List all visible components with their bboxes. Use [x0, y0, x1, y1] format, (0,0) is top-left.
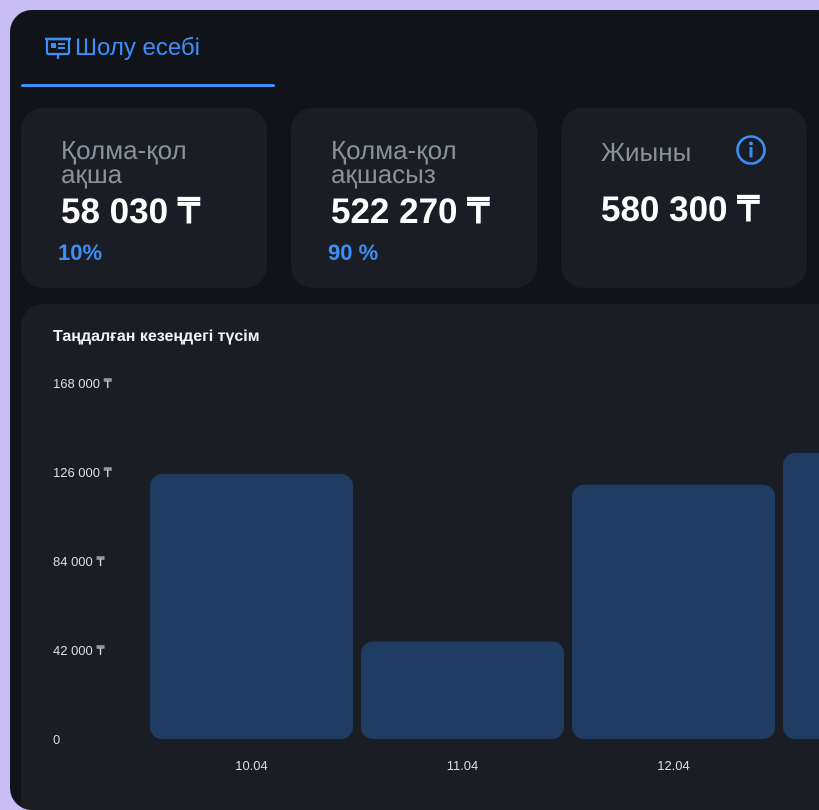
- tab-overview-report[interactable]: Шолу есебі: [21, 10, 275, 86]
- y-tick-label: 126 000 ₸: [53, 465, 113, 480]
- total-card: Жиыны 580 300 ₸: [561, 108, 807, 288]
- revenue-chart-panel: Таңдалған кезеңдегі түсім 168 000 ₸ 126 0…: [21, 304, 819, 810]
- revenue-bar-chart: 168 000 ₸ 126 000 ₸ 84 000 ₸ 42 000 ₸ 0 10.04…: [53, 376, 819, 773]
- x-tick-label: 11.04: [447, 758, 479, 773]
- tab-label: Шолу есебі: [75, 34, 200, 61]
- tab-bar: Шолу есебі: [10, 10, 819, 88]
- cash-card: Қолма-қол ақша 58 030 ₸ 10%: [21, 108, 267, 288]
- revenue-bar[interactable]: [572, 484, 775, 739]
- revenue-bar[interactable]: [361, 641, 564, 739]
- total-card-title: Жиыны: [601, 137, 692, 167]
- presentation-chart-icon: [45, 37, 71, 59]
- x-tick-label: 10.04: [235, 758, 268, 773]
- chart-title: Таңдалған кезеңдегі түсім: [53, 328, 260, 345]
- cash-card-title: Қолма-қол ақша: [61, 135, 187, 189]
- x-tick-label: 12.04: [657, 758, 690, 773]
- cash-card-percent: 10%: [58, 240, 103, 265]
- report-window: Шолу есебі Қолма-қол ақша 58 030 ₸ 10% Қ…: [10, 10, 819, 810]
- cashless-card-percent: 90 %: [328, 240, 379, 265]
- total-card-value: 580 300 ₸: [601, 190, 760, 229]
- cashless-card-title: Қолма-қол ақшасыз: [331, 135, 457, 189]
- cashless-card: Қолма-қол ақшасыз 522 270 ₸ 90 %: [291, 108, 537, 288]
- y-tick-label: 84 000 ₸: [53, 554, 105, 569]
- info-icon[interactable]: [735, 134, 767, 166]
- revenue-bar[interactable]: [150, 474, 353, 739]
- revenue-bar[interactable]: [783, 452, 819, 739]
- y-tick-label: 0: [53, 732, 60, 747]
- cash-card-value: 58 030 ₸: [61, 192, 201, 231]
- y-tick-label: 42 000 ₸: [53, 643, 105, 658]
- cashless-card-value: 522 270 ₸: [331, 192, 490, 231]
- tab-active-indicator: [21, 84, 275, 87]
- y-tick-label: 168 000 ₸: [53, 376, 113, 391]
